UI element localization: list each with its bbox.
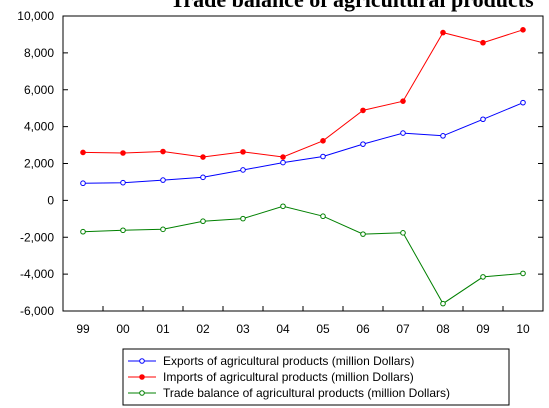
y-tick-label: 4,000 — [24, 120, 54, 134]
legend: Exports of agricultural products (millio… — [122, 348, 510, 406]
y-tick-label: 6,000 — [24, 83, 54, 97]
plot-frame — [62, 15, 544, 312]
legend-item: Trade balance of agricultural products (… — [128, 386, 450, 400]
data-point — [80, 149, 86, 156]
series-line — [82, 102, 524, 184]
data-point — [440, 133, 446, 139]
x-tick-label: 10 — [516, 322, 530, 336]
data-point — [360, 141, 366, 147]
data-point — [280, 203, 286, 210]
legend-label: Exports of agricultural products (millio… — [163, 354, 414, 368]
x-tick-label: 02 — [196, 322, 210, 336]
data-point — [240, 215, 246, 222]
legend-swatch-marker — [139, 358, 145, 364]
data-point — [400, 130, 406, 136]
data-point — [240, 149, 246, 155]
data-point — [120, 179, 126, 186]
data-point — [160, 226, 166, 233]
data-point — [160, 148, 166, 155]
data-point — [440, 29, 446, 36]
data-point — [400, 98, 406, 104]
data-point — [360, 107, 366, 114]
data-point — [520, 99, 526, 106]
y-tick-label: 8,000 — [24, 46, 54, 60]
legend-item: Imports of agricultural products (millio… — [128, 370, 414, 384]
series-line — [82, 205, 524, 305]
y-tick-label: -6,000 — [20, 304, 54, 318]
data-point — [480, 39, 486, 46]
y-tick-label: 0 — [47, 193, 54, 207]
x-tick-label: 03 — [236, 322, 250, 336]
data-point — [280, 154, 286, 160]
data-point — [280, 159, 286, 166]
x-tick-label: 99 — [76, 322, 90, 336]
x-tick-label: 08 — [436, 322, 450, 336]
series-line — [82, 29, 524, 158]
y-tick-label: 2,000 — [24, 157, 54, 171]
x-tick-label: 00 — [116, 322, 130, 336]
data-point — [520, 27, 526, 33]
y-tick-label: -2,000 — [20, 230, 54, 244]
y-tick-label: -4,000 — [20, 267, 54, 281]
y-tick-label: 10,000 — [17, 9, 54, 23]
x-tick-label: 01 — [156, 322, 170, 336]
data-point — [120, 150, 126, 156]
chart-title: Trade balance of agricultural products — [170, 0, 534, 12]
data-point — [120, 227, 126, 234]
legend-label: Trade balance of agricultural products (… — [163, 386, 450, 400]
series-2 — [80, 27, 526, 160]
data-point — [520, 270, 526, 277]
data-point — [240, 167, 246, 173]
x-tick-label: 07 — [396, 322, 410, 336]
data-point — [80, 180, 86, 187]
legend-item: Exports of agricultural products (millio… — [128, 354, 414, 368]
series-1 — [80, 99, 526, 187]
data-point — [320, 138, 326, 144]
data-point — [400, 230, 406, 236]
x-tick-label: 06 — [356, 322, 370, 336]
data-point — [200, 218, 206, 225]
legend-swatch-marker — [139, 390, 145, 396]
legend-swatch-marker — [139, 374, 145, 380]
data-point — [360, 231, 366, 237]
data-point — [160, 177, 166, 183]
x-tick-label: 04 — [276, 322, 290, 336]
data-point — [320, 153, 326, 160]
data-point — [200, 154, 206, 160]
data-point — [200, 174, 206, 181]
series-3 — [80, 203, 526, 307]
x-tick-label: 05 — [316, 322, 330, 336]
data-point — [320, 213, 326, 220]
data-point — [80, 228, 86, 235]
data-point — [480, 116, 486, 123]
legend-label: Imports of agricultural products (millio… — [163, 370, 414, 384]
data-point — [480, 274, 486, 280]
legend-box — [122, 348, 510, 406]
data-point — [440, 300, 446, 307]
x-tick-label: 09 — [476, 322, 490, 336]
